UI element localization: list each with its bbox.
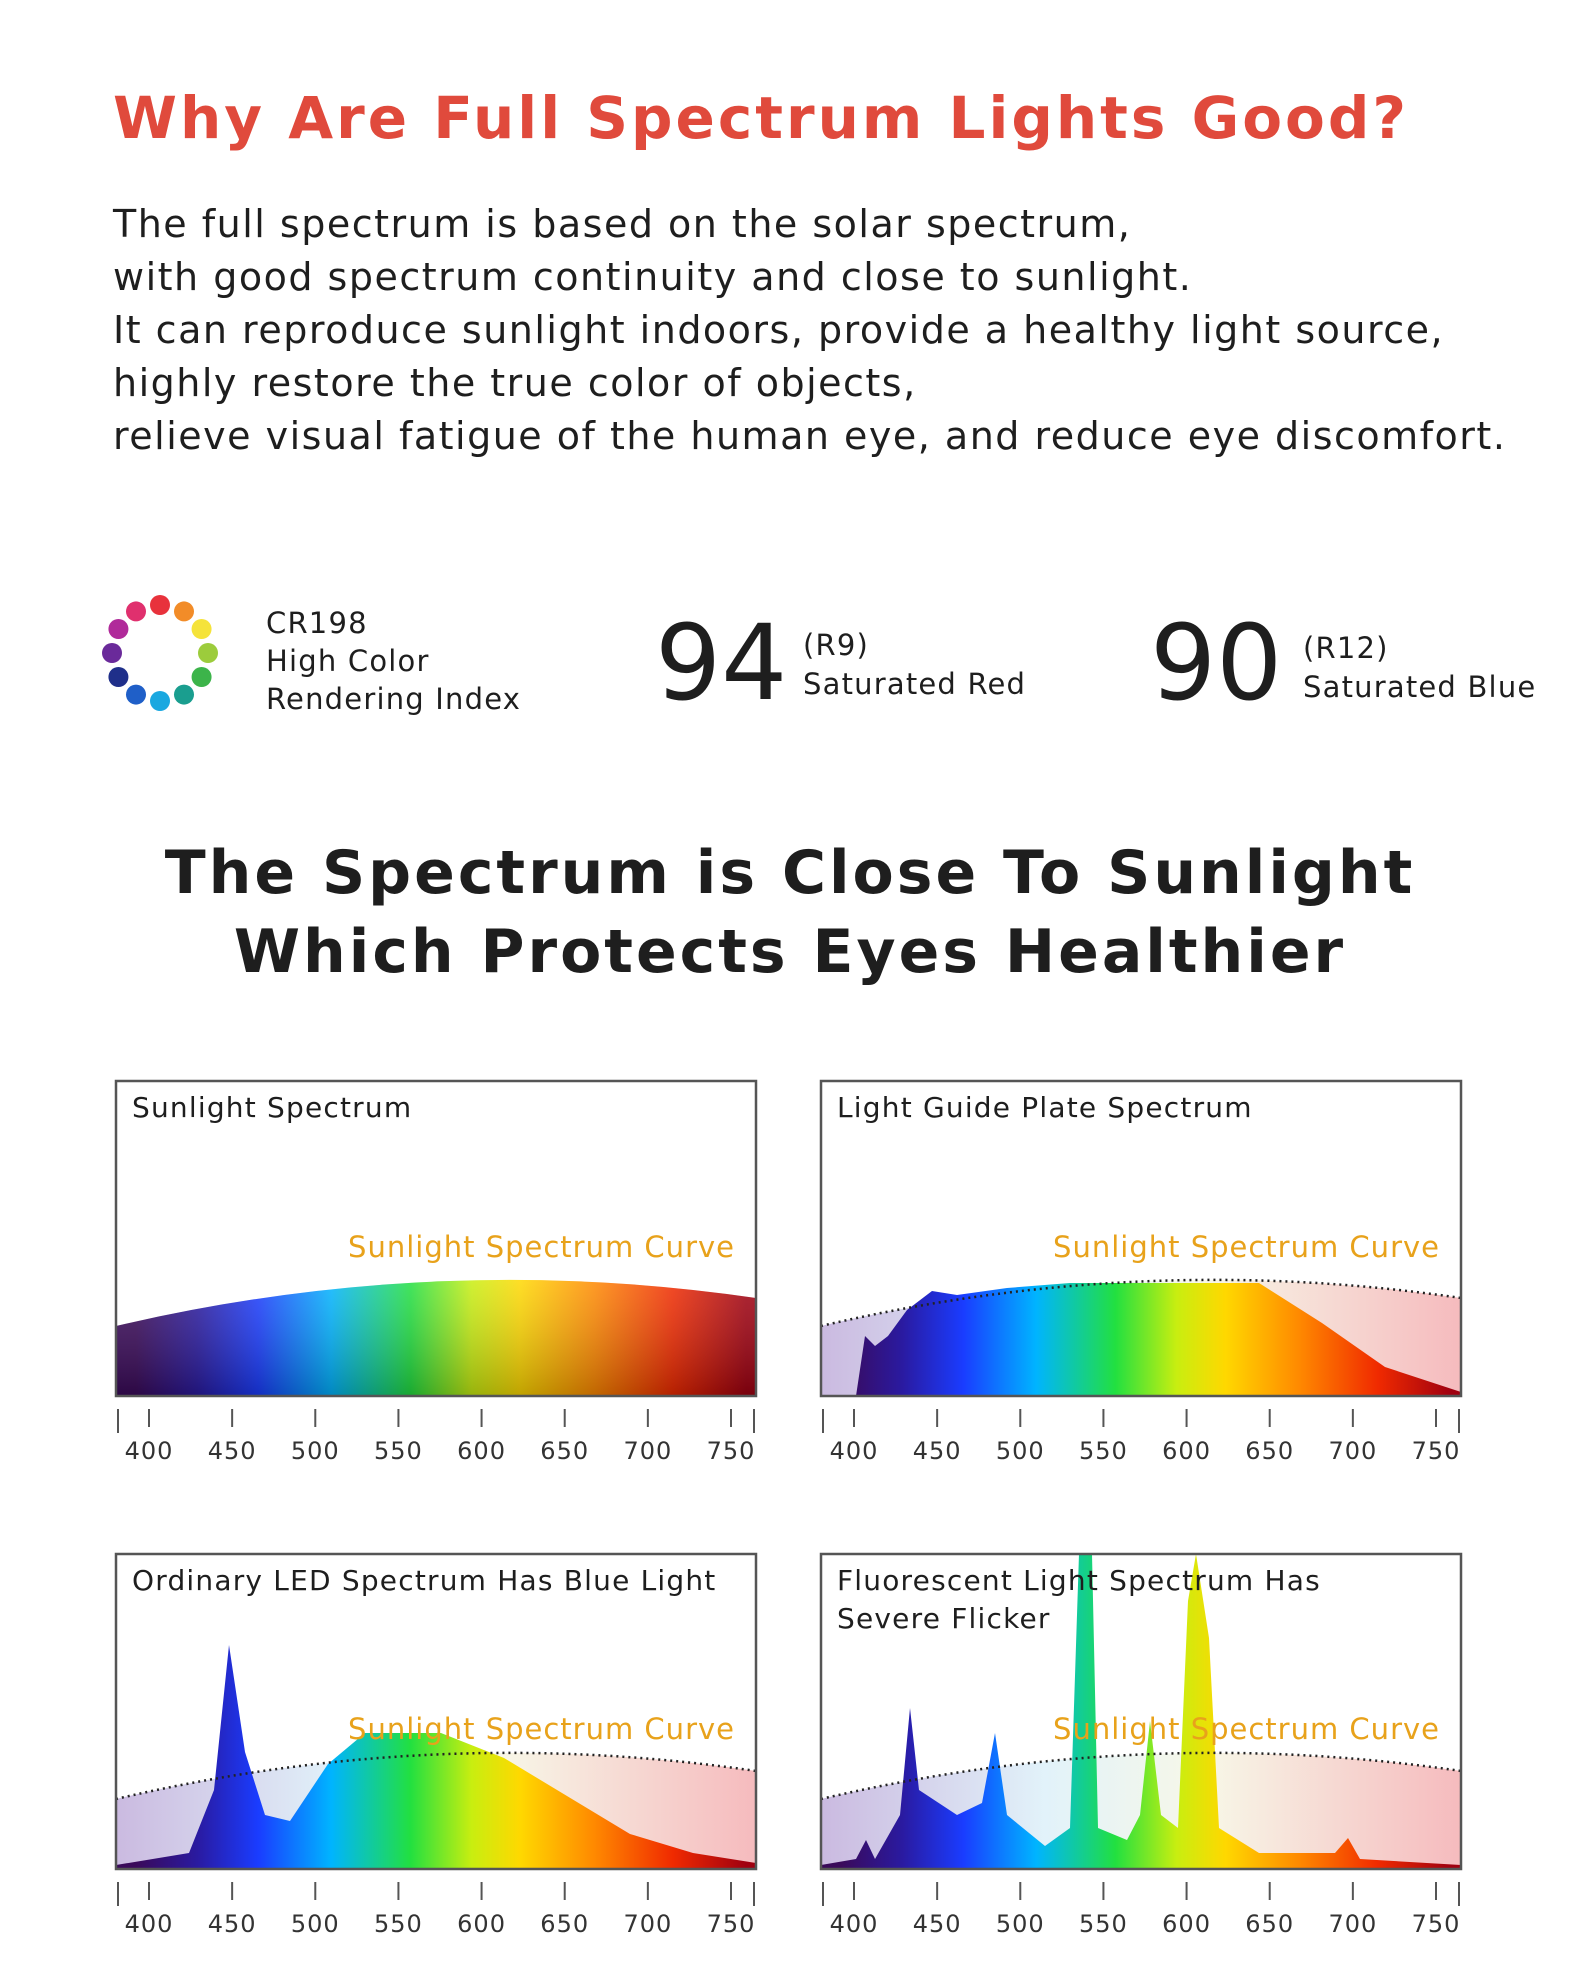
spectrum-fill: [821, 1554, 1461, 1869]
spectrum-fill: [116, 1645, 756, 1869]
tick-label: 600: [457, 1910, 506, 1938]
tick-label: 500: [996, 1437, 1045, 1465]
tick-label: 450: [913, 1910, 962, 1938]
tick-label: 650: [540, 1910, 589, 1938]
section-title: Which Protects Eyes Healthier: [234, 917, 1346, 987]
tick-label: 550: [1079, 1437, 1128, 1465]
tick-label: 600: [457, 1437, 506, 1465]
tick-label: 700: [1328, 1437, 1377, 1465]
tick-label: 400: [125, 1437, 174, 1465]
spectrum-shade: [116, 1279, 756, 1396]
wheel-dot: [102, 643, 122, 663]
tick-label: 650: [540, 1437, 589, 1465]
wheel-dot: [191, 667, 212, 687]
title: Why Are Full Spectrum Lights Good?: [113, 84, 1409, 152]
tick-label: 700: [1328, 1910, 1377, 1938]
tick-label: 400: [830, 1437, 879, 1465]
panel-title: Light Guide Plate Spectrum: [837, 1091, 1253, 1124]
tick-label: 400: [125, 1910, 174, 1938]
panel-border: [819, 1552, 1463, 1871]
section-title: The Spectrum is Close To Sunlight: [165, 838, 1416, 908]
tick-label: 650: [1245, 1437, 1294, 1465]
stat-code: (R9): [803, 628, 869, 662]
wheel-dot: [150, 595, 170, 615]
tick-label: 750: [707, 1437, 756, 1465]
tick-label: 500: [291, 1437, 340, 1465]
wheel-dot: [150, 691, 170, 711]
curve-label: Sunlight Spectrum Curve: [1053, 1712, 1440, 1746]
curve-label: Sunlight Spectrum Curve: [348, 1712, 735, 1746]
wheel-dot: [126, 601, 146, 622]
wheel-dot: [174, 601, 194, 622]
paragraph-line: It can reproduce sunlight indoors, provi…: [113, 308, 1444, 352]
paragraph-line: with good spectrum continuity and close …: [113, 255, 1192, 299]
wheel-dot: [198, 643, 218, 663]
panel-border: [114, 1079, 758, 1398]
panel-border: [114, 1552, 758, 1871]
stat-label: Saturated Red: [803, 667, 1026, 701]
wheel-dot: [108, 619, 129, 639]
tick-label: 750: [1412, 1437, 1461, 1465]
stat-text: CR198: [266, 606, 368, 640]
tick-label: 400: [830, 1910, 879, 1938]
stat-text: High Color: [266, 644, 430, 678]
tick-label: 700: [623, 1437, 672, 1465]
tick-label: 450: [208, 1910, 257, 1938]
curve-label: Sunlight Spectrum Curve: [348, 1230, 735, 1264]
stat-number: 94: [655, 602, 787, 724]
tick-label: 600: [1162, 1910, 1211, 1938]
tick-label: 750: [707, 1910, 756, 1938]
sunlight-curve: [820, 1278, 1462, 1328]
wheel-dot: [191, 619, 212, 639]
spectrum-fill: [821, 1283, 1461, 1396]
stat-label: Saturated Blue: [1303, 670, 1536, 704]
spectrum-panel: Fluorescent Light Spectrum Has Severe Fli…: [819, 1552, 1463, 1938]
stat-number: 90: [1150, 602, 1282, 724]
stat-text: Rendering Index: [266, 682, 521, 716]
spectrum-panel: Light Guide Plate Spectrum Sunlight Spect…: [819, 1079, 1463, 1465]
wheel-dot: [174, 684, 194, 705]
spectrum-panel: Sunlight Spectrum Sunlight Spectrum Curve…: [114, 1079, 758, 1465]
panel-title: Severe Flicker: [837, 1602, 1051, 1635]
sunlight-curve: [115, 1751, 757, 1801]
paragraph-line: relieve visual fatigue of the human eye,…: [113, 414, 1506, 458]
tick-label: 550: [374, 1437, 423, 1465]
tick-label: 500: [996, 1910, 1045, 1938]
tick-label: 550: [1079, 1910, 1128, 1938]
tick-label: 750: [1412, 1910, 1461, 1938]
panel-title: Sunlight Spectrum: [132, 1091, 412, 1124]
stat-code: (R12): [1303, 631, 1389, 665]
tick-label: 500: [291, 1910, 340, 1938]
tick-label: 700: [623, 1910, 672, 1938]
sunlight-curve: [820, 1751, 1462, 1801]
spectrum-panel: Ordinary LED Spectrum Has Blue Light Sunl…: [114, 1552, 758, 1938]
wheel-dot: [126, 684, 146, 705]
wheel-dot: [108, 667, 129, 687]
paragraph-line: highly restore the true color of objects…: [113, 361, 917, 405]
panel-title: Fluorescent Light Spectrum Has: [837, 1564, 1321, 1597]
tick-label: 600: [1162, 1437, 1211, 1465]
tick-label: 550: [374, 1910, 423, 1938]
curve-label: Sunlight Spectrum Curve: [1053, 1230, 1440, 1264]
panel-border: [819, 1079, 1463, 1398]
tick-label: 450: [208, 1437, 257, 1465]
paragraph-line: The full spectrum is based on the solar …: [112, 202, 1131, 246]
tick-label: 450: [913, 1437, 962, 1465]
color-wheel: [102, 595, 218, 711]
tick-label: 650: [1245, 1910, 1294, 1938]
panel-title: Ordinary LED Spectrum Has Blue Light: [132, 1564, 716, 1597]
